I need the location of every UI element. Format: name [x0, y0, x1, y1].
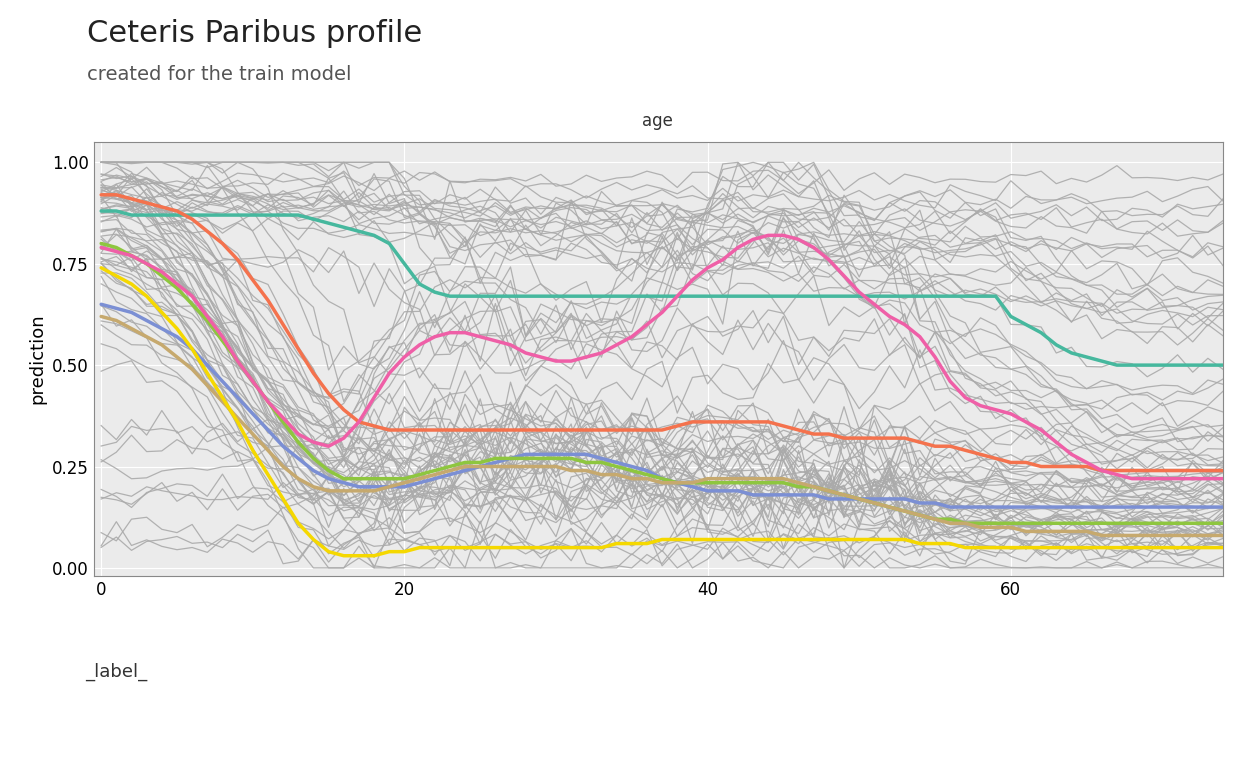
Y-axis label: prediction: prediction — [29, 313, 46, 405]
Text: created for the train model: created for the train model — [87, 65, 352, 84]
Text: age: age — [643, 112, 673, 131]
Text: _label_: _label_ — [85, 663, 147, 681]
Text: Ceteris Paribus profile: Ceteris Paribus profile — [87, 19, 423, 48]
